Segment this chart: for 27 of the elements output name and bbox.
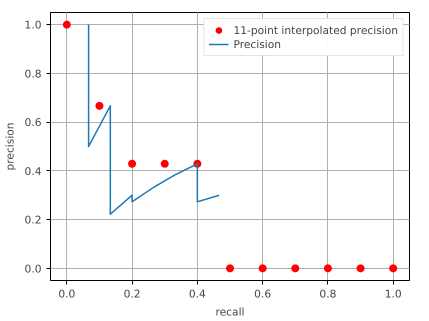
legend-label: Precision xyxy=(233,37,282,51)
y-tick-label: 0.8 xyxy=(24,67,42,80)
point xyxy=(128,160,136,168)
y-tick-label: 0.2 xyxy=(24,214,42,227)
y-axis-title: precision xyxy=(4,122,17,171)
y-tick-label: 0.6 xyxy=(24,116,42,130)
x-axis-title: recall xyxy=(215,306,245,318)
point xyxy=(95,102,104,110)
x-tick-label: 0.2 xyxy=(124,288,141,300)
point xyxy=(62,20,71,29)
x-tick-label: 0.4 xyxy=(188,288,206,300)
x-tick-label: 0.0 xyxy=(58,288,76,300)
point xyxy=(226,264,234,272)
x-tick-label: 0.6 xyxy=(254,288,272,300)
point xyxy=(160,160,169,168)
y-tick-label: 1.0 xyxy=(24,18,42,32)
legend-label: 11-point interpolated precision xyxy=(233,23,398,37)
point xyxy=(324,264,332,272)
y-tick-label: 0.0 xyxy=(24,262,42,276)
point xyxy=(291,264,300,272)
point xyxy=(258,264,267,272)
point xyxy=(389,264,398,272)
y-tick-label: 0.4 xyxy=(24,164,42,178)
x-tick-label: 0.8 xyxy=(319,288,337,300)
line-series xyxy=(88,24,220,215)
x-tick-label: 1.0 xyxy=(384,288,402,300)
point xyxy=(356,264,365,272)
